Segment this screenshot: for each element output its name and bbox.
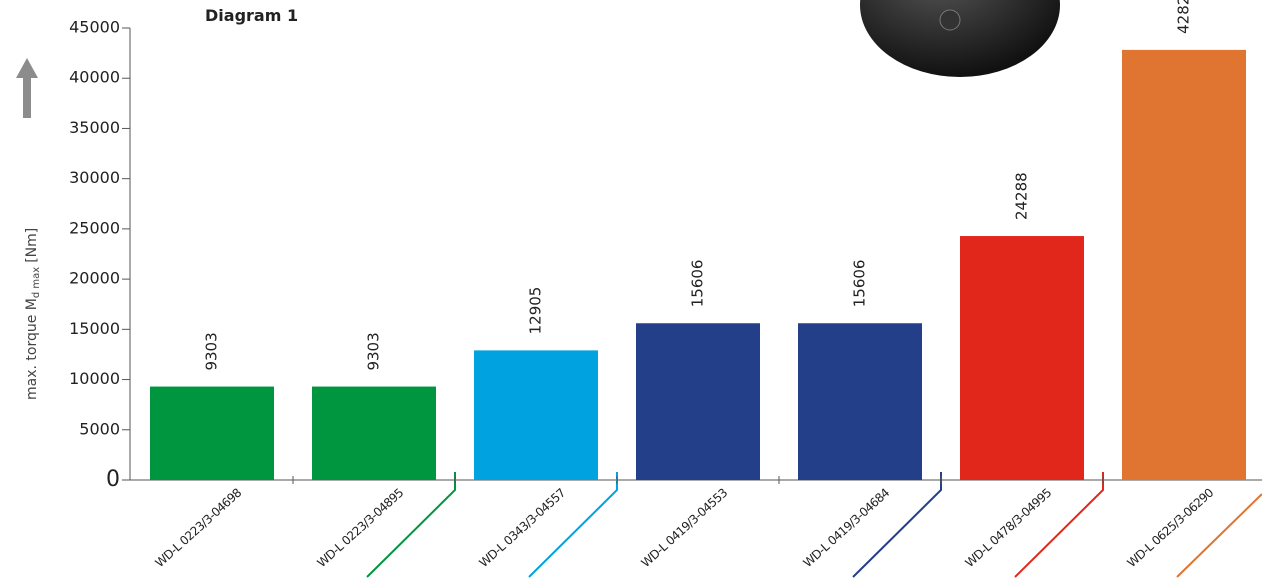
bar <box>798 323 922 480</box>
bar <box>150 386 274 480</box>
y-tick-label: 25000 <box>69 218 120 237</box>
y-axis-label: max. torque Md max [Nm] <box>24 228 42 400</box>
bar <box>474 350 598 480</box>
value-label: 9303 <box>203 332 221 370</box>
bracket <box>852 472 942 578</box>
y-tick-label: 40000 <box>69 68 120 87</box>
x-tick-label: WD-L 0343/3-04557 <box>477 486 568 570</box>
x-tick-label: WD-L 0625/3-06290 <box>1125 486 1216 570</box>
bracket <box>528 472 618 578</box>
value-label: 15606 <box>851 260 869 308</box>
bar <box>312 386 436 480</box>
y-tick-label: 5000 <box>79 419 120 438</box>
y-tick-label: 15000 <box>69 319 120 338</box>
y-tick-label: 0 <box>106 467 120 492</box>
bracket <box>1176 493 1262 578</box>
y-tick-label: 35000 <box>69 118 120 137</box>
y-tick-label: 45000 <box>69 18 120 37</box>
chart-title: Diagram 1 <box>205 6 298 25</box>
bracket <box>1014 472 1104 578</box>
x-tick-label: WD-L 0478/3-04995 <box>963 486 1054 570</box>
x-tick-label: WD-L 0223/3-04698 <box>153 486 244 570</box>
value-label: 12905 <box>527 287 545 335</box>
y-tick-label: 30000 <box>69 168 120 187</box>
bar <box>1122 49 1246 481</box>
tool-detail <box>939 9 961 31</box>
x-tick-label: WD-L 0419/3-04684 <box>801 486 892 570</box>
y-label-sub: d max <box>31 267 42 298</box>
y-label-unit: [Nm] <box>24 228 40 263</box>
value-label: 9303 <box>365 332 383 370</box>
bar <box>636 323 760 480</box>
x-tick-label: WD-L 0419/3-04553 <box>639 486 730 570</box>
bar <box>960 236 1084 480</box>
bracket <box>366 472 456 578</box>
value-label: 15606 <box>689 260 707 308</box>
y-tick-label: 10000 <box>69 369 120 388</box>
axis-arrow <box>16 58 38 118</box>
tool-image <box>860 0 1060 77</box>
y-label-text: max. torque M <box>24 298 40 400</box>
value-label: 42820 <box>1175 0 1193 34</box>
value-label: 24288 <box>1013 172 1031 220</box>
x-tick-label: WD-L 0223/3-04895 <box>315 486 406 570</box>
y-tick-label: 20000 <box>69 269 120 288</box>
